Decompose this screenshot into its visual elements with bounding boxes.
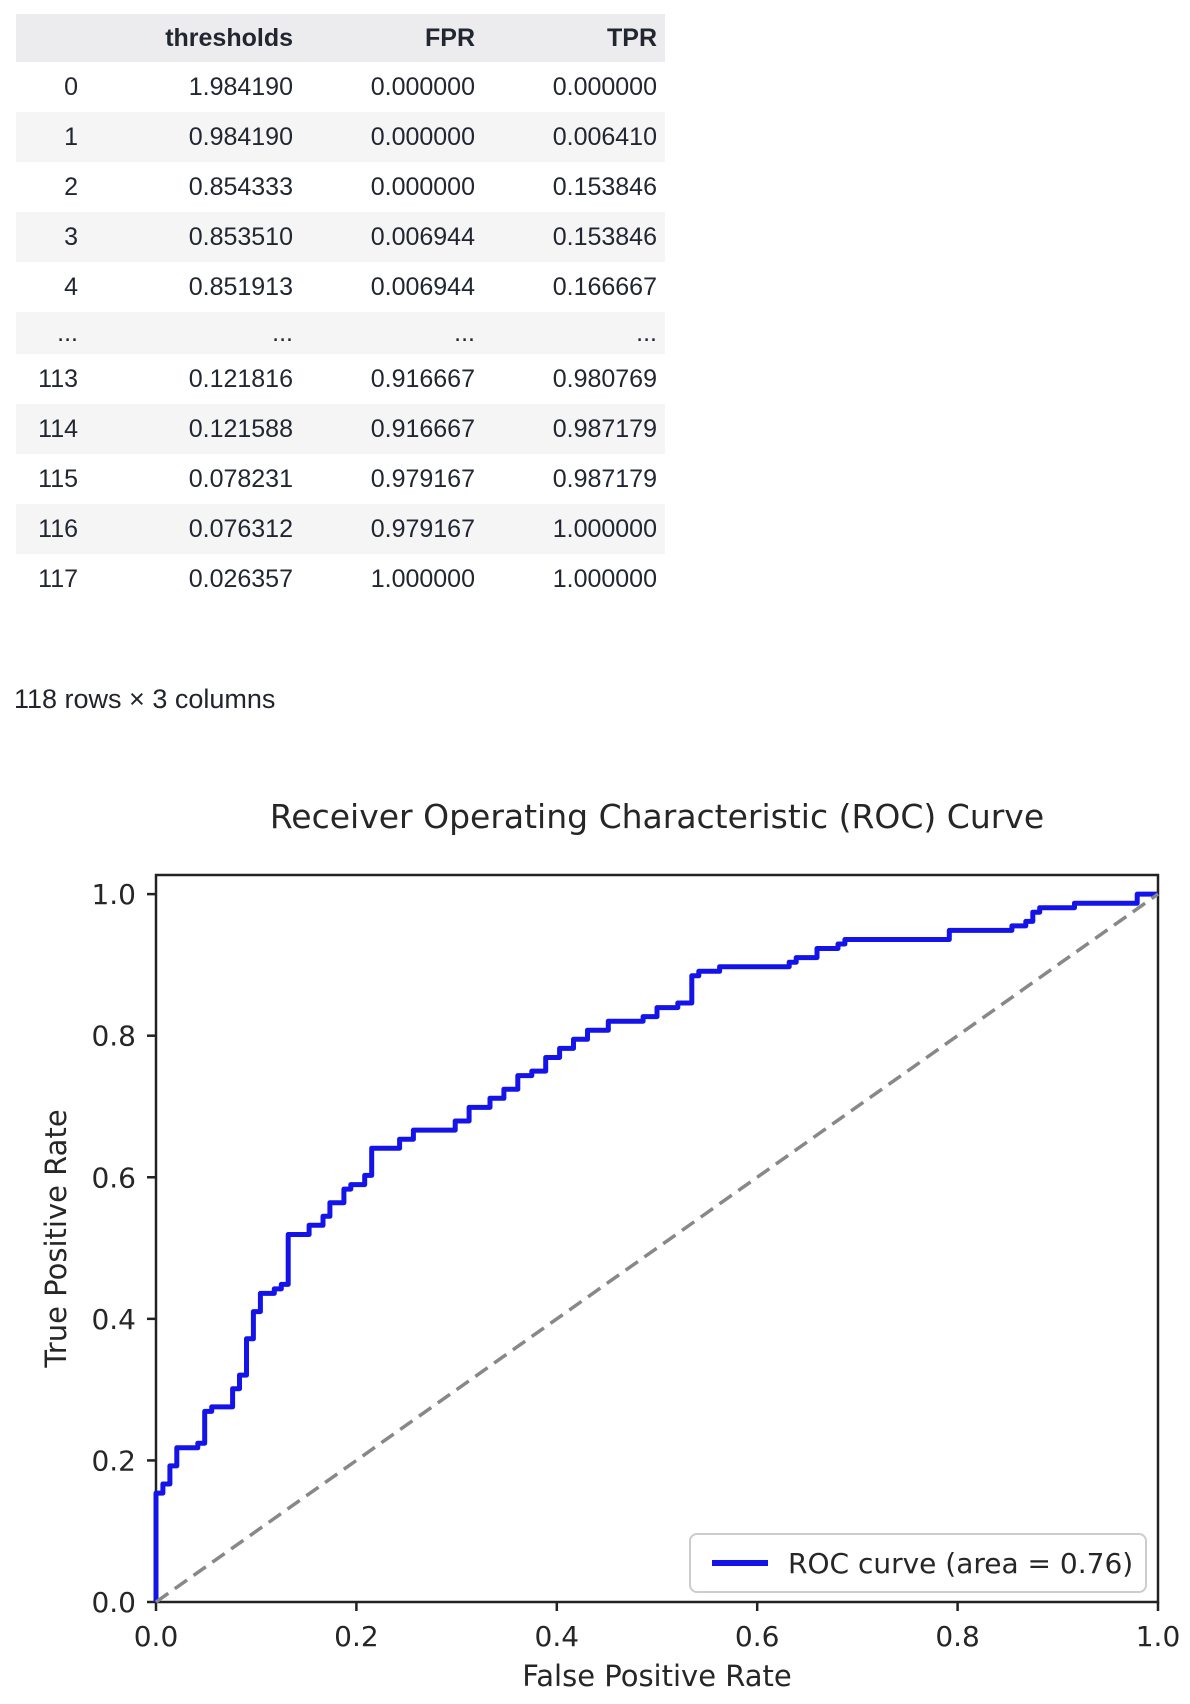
y-tick-label: 0.6 — [91, 1161, 136, 1194]
row-index-cell: 113 — [38, 364, 78, 393]
table-cell: 0.987179 — [552, 414, 657, 443]
row-index-cell: 116 — [38, 514, 78, 543]
table-cell: 0.979167 — [370, 514, 475, 543]
table-cell: 0.153846 — [552, 222, 657, 251]
dataframe-table: thresholds FPR TPR 0 1.984190 0.000000 0.00000… — [16, 14, 665, 604]
table-cell: 0.000000 — [370, 172, 475, 201]
chart-title: Receiver Operating Characteristic (ROC) … — [270, 797, 1044, 836]
plot-area — [154, 873, 1160, 1604]
table-cell: 0.984190 — [188, 122, 293, 151]
x-tick-label: 0.4 — [535, 1620, 580, 1653]
table-cell: 0.000000 — [370, 72, 475, 101]
x-tick-label: 0.2 — [334, 1620, 379, 1653]
table-row: 115 0.078231 0.979167 0.987179 — [16, 454, 665, 504]
table-cell: 0.980769 — [552, 364, 657, 393]
column-header: TPR — [607, 23, 657, 52]
table-cell: 0.979167 — [370, 464, 475, 493]
y-axis-label: True Positive Rate — [39, 1109, 73, 1368]
table-row: 114 0.121588 0.916667 0.987179 — [16, 404, 665, 454]
table-cell: 0.851913 — [188, 272, 293, 301]
table-cell: 0.916667 — [370, 414, 475, 443]
row-index-cell: ... — [57, 318, 78, 347]
x-tick-label: 1.0 — [1136, 1620, 1181, 1653]
table-cell: 0.987179 — [552, 464, 657, 493]
row-index-cell: 4 — [64, 272, 78, 301]
table-cell: 1.984190 — [188, 72, 293, 101]
table-row: 1 0.984190 0.000000 0.006410 — [16, 112, 665, 162]
table-row: 2 0.854333 0.000000 0.153846 — [16, 162, 665, 212]
table-cell: 0.026357 — [188, 564, 293, 593]
row-index-cell: 2 — [64, 172, 78, 201]
column-header — [16, 14, 86, 62]
x-tick-label: 0.8 — [935, 1620, 980, 1653]
table-cell: 0.853510 — [188, 222, 293, 251]
x-tick-label: 0.6 — [735, 1620, 780, 1653]
table-cell: 0.121816 — [188, 364, 293, 393]
roc-curve-line — [153, 891, 1158, 1602]
row-index-cell: 3 — [64, 222, 78, 251]
table-cell: ... — [636, 318, 657, 347]
row-index-cell: 0 — [64, 72, 78, 101]
y-tick-label: 0.2 — [91, 1444, 136, 1477]
table-cell: 0.916667 — [370, 364, 475, 393]
table-row: 3 0.853510 0.006944 0.153846 — [16, 212, 665, 262]
dataframe-output: thresholds FPR TPR 0 1.984190 0.000000 0.00000… — [16, 14, 665, 604]
legend: ROC curve (area = 0.76) — [689, 1533, 1147, 1593]
row-index-cell: 115 — [38, 464, 78, 493]
table-cell: 1.000000 — [552, 564, 657, 593]
table-cell: 0.854333 — [188, 172, 293, 201]
table-row: 0 1.984190 0.000000 0.000000 — [16, 62, 665, 112]
table-header-row: thresholds FPR TPR — [16, 14, 665, 62]
y-tick-label: 0.4 — [91, 1303, 136, 1336]
row-index-cell: 114 — [38, 414, 78, 443]
row-index-cell: 1 — [64, 122, 78, 151]
legend-label: ROC curve (area = 0.76) — [788, 1547, 1133, 1580]
table-row: 4 0.851913 0.006944 0.166667 — [16, 262, 665, 312]
table-cell: 1.000000 — [370, 564, 475, 593]
table-cell: 0.006944 — [370, 272, 475, 301]
table-cell: ... — [272, 318, 293, 347]
table-cell: 0.006410 — [552, 122, 657, 151]
y-tick-label: 0.8 — [91, 1020, 136, 1053]
dataframe-shape-caption: 118 rows × 3 columns — [14, 684, 276, 714]
x-tick-label: 0.0 — [134, 1620, 179, 1653]
table-cell: 0.153846 — [552, 172, 657, 201]
y-tick-label: 0.0 — [91, 1586, 136, 1619]
legend-box — [689, 1533, 1147, 1593]
table-row: 117 0.026357 1.000000 1.000000 — [16, 554, 665, 604]
table-cell: 0.076312 — [188, 514, 293, 543]
y-tick-label: 1.0 — [91, 878, 136, 911]
table-cell: 0.166667 — [552, 272, 657, 301]
table-cell: 0.000000 — [552, 72, 657, 101]
table-cell: ... — [454, 318, 475, 347]
table-cell: 1.000000 — [552, 514, 657, 543]
x-axis-label: False Positive Rate — [522, 1659, 792, 1693]
table-cell: 0.000000 — [370, 122, 475, 151]
roc-chart-figure: Receiver Operating Characteristic (ROC) … — [39, 797, 1181, 1693]
table-cell: 0.006944 — [370, 222, 475, 251]
chance-diagonal-line — [154, 892, 1160, 1604]
table-cell: 0.121588 — [188, 414, 293, 443]
column-header: thresholds — [165, 23, 293, 52]
table-cell: 0.078231 — [188, 464, 293, 493]
table-row: ............ — [16, 312, 665, 354]
column-header: FPR — [425, 23, 475, 52]
table-row: 113 0.121816 0.916667 0.980769 — [16, 354, 665, 404]
table-row: 116 0.076312 0.979167 1.000000 — [16, 504, 665, 554]
row-index-cell: 117 — [38, 564, 78, 593]
